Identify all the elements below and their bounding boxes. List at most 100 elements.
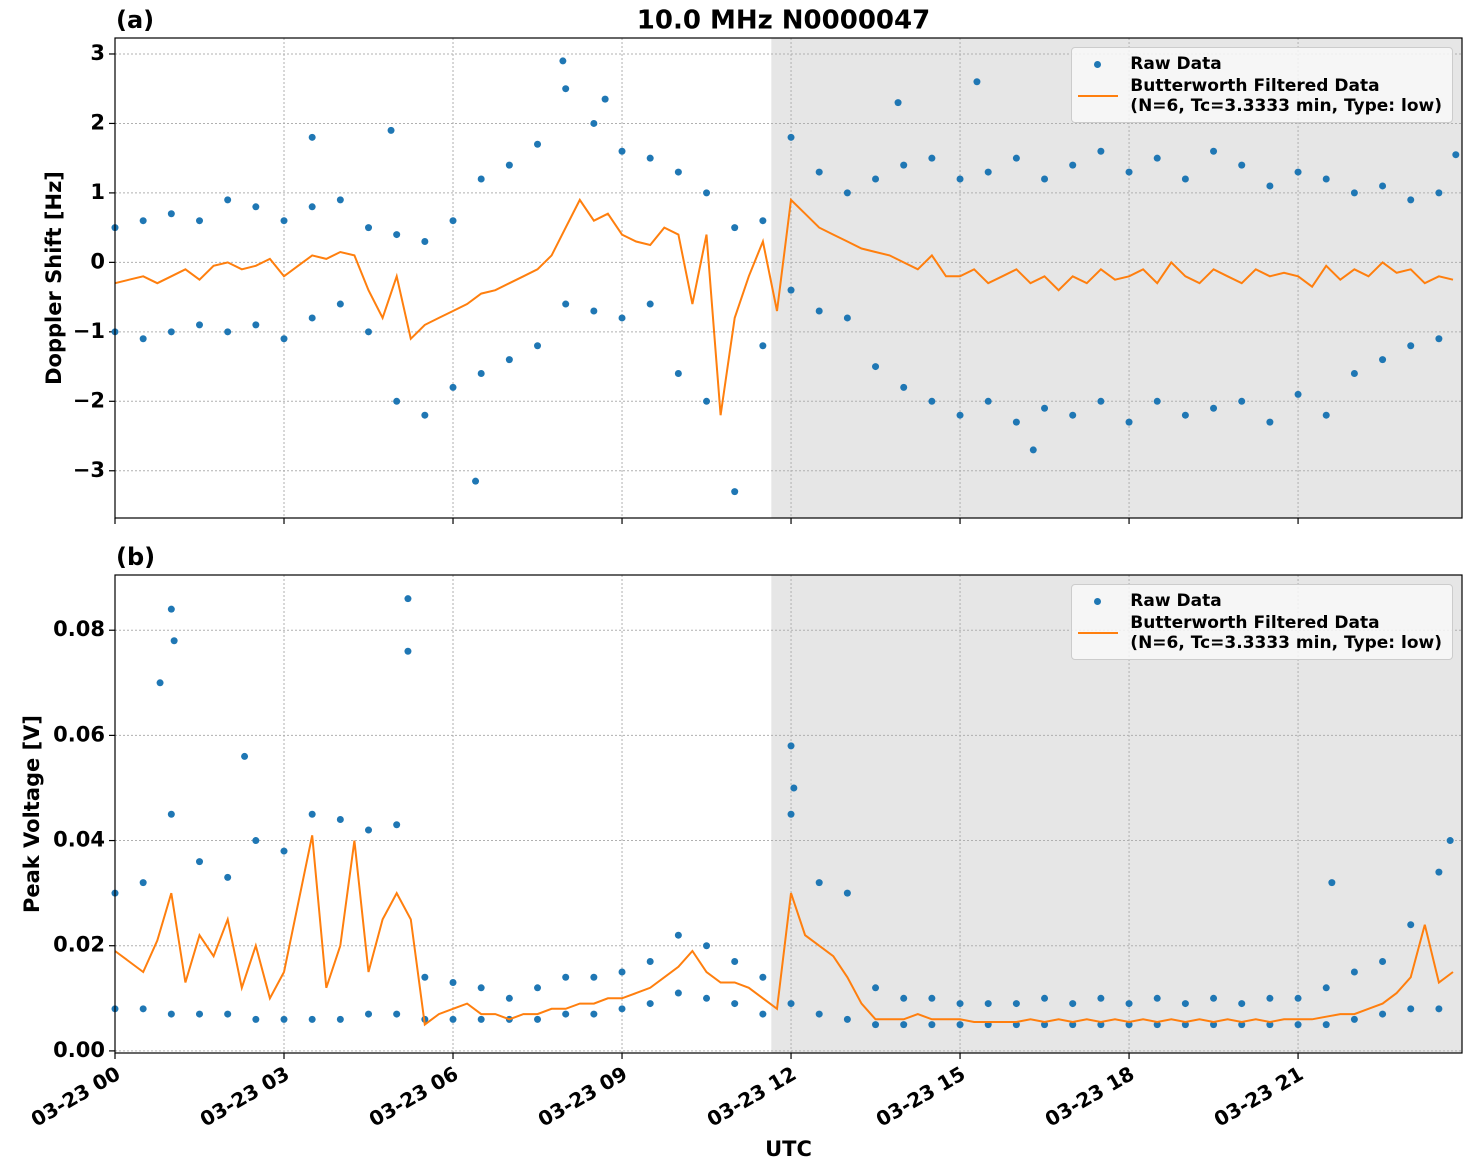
raw-point <box>280 217 288 225</box>
raw-point <box>900 383 908 391</box>
raw-point <box>1210 994 1218 1002</box>
chart-title: 10.0 MHz N0000047 <box>637 6 930 36</box>
legend-label: Butterworth Filtered Data (N=6, Tc=3.333… <box>1130 76 1442 116</box>
raw-point <box>1125 1000 1133 1008</box>
raw-point <box>449 217 457 225</box>
raw-point <box>336 816 344 824</box>
raw-point <box>1210 1021 1218 1029</box>
raw-point <box>336 196 344 204</box>
raw-point <box>1181 1000 1189 1008</box>
y-tick-label: −3 <box>73 458 105 482</box>
x-tick-label: 03-23 00 <box>27 1061 125 1131</box>
plot-frame <box>114 574 1463 1054</box>
raw-point <box>1238 1021 1246 1029</box>
raw-point <box>1350 1015 1358 1023</box>
raw-point <box>956 175 964 183</box>
raw-point <box>365 1010 373 1018</box>
raw-point <box>1125 168 1133 176</box>
raw-point <box>1041 404 1049 412</box>
legend-label: Raw Data <box>1130 54 1222 74</box>
raw-point <box>590 119 598 127</box>
raw-point <box>196 321 204 329</box>
raw-point <box>703 994 711 1002</box>
raw-point <box>703 942 711 950</box>
raw-point <box>167 605 175 613</box>
y-tick-label: 0.06 <box>53 722 105 746</box>
raw-point <box>731 488 739 496</box>
raw-point <box>1446 837 1454 845</box>
raw-point <box>759 973 767 981</box>
raw-point <box>167 328 175 336</box>
legend-dot <box>1094 61 1102 68</box>
raw-point <box>1294 390 1302 398</box>
legend-label: Raw Data <box>1130 591 1222 611</box>
raw-point <box>1181 411 1189 419</box>
raw-point <box>815 879 823 887</box>
raw-point <box>393 397 401 405</box>
raw-point <box>787 286 795 294</box>
raw-point <box>534 342 542 350</box>
legend-item: Raw Data <box>1078 591 1442 611</box>
raw-point <box>562 300 570 308</box>
raw-point <box>1069 1000 1077 1008</box>
raw-point <box>1238 397 1246 405</box>
raw-point <box>308 810 316 818</box>
raw-point <box>167 210 175 218</box>
raw-point <box>815 1010 823 1018</box>
x-tick-label: 03-23 21 <box>1210 1061 1308 1131</box>
raw-point <box>1407 342 1415 350</box>
raw-point <box>1266 182 1274 190</box>
raw-point <box>224 196 232 204</box>
raw-point <box>252 321 260 329</box>
raw-point <box>1069 161 1077 169</box>
raw-point <box>505 356 513 364</box>
raw-point <box>196 1010 204 1018</box>
raw-point <box>1350 370 1358 378</box>
raw-point <box>308 1015 316 1023</box>
raw-point <box>1350 968 1358 976</box>
y-tick-label: 0 <box>90 249 105 273</box>
raw-point <box>393 1010 401 1018</box>
x-tick-label: 03-23 18 <box>1041 1061 1139 1131</box>
raw-point <box>534 984 542 992</box>
raw-point <box>1266 418 1274 426</box>
legend-item: Butterworth Filtered Data (N=6, Tc=3.333… <box>1078 613 1442 653</box>
raw-point <box>1069 1021 1077 1029</box>
raw-point <box>1322 175 1330 183</box>
y-tick-label: −2 <box>73 388 105 412</box>
raw-point <box>1435 335 1443 343</box>
raw-point <box>252 1015 260 1023</box>
legend-key <box>1078 591 1118 611</box>
plot-frame <box>114 37 1463 519</box>
y-tick-label: 3 <box>90 41 105 65</box>
raw-point <box>618 314 626 322</box>
raw-point <box>1210 147 1218 155</box>
raw-point <box>900 994 908 1002</box>
raw-point <box>336 300 344 308</box>
raw-point <box>1238 1000 1246 1008</box>
raw-point <box>928 397 936 405</box>
raw-point <box>404 647 412 655</box>
raw-point <box>1294 1021 1302 1029</box>
raw-point <box>872 363 880 371</box>
raw-point <box>280 1015 288 1023</box>
raw-point <box>872 984 880 992</box>
raw-point <box>956 1000 964 1008</box>
y-axis-label: Doppler Shift [Hz] <box>42 171 66 385</box>
raw-point <box>928 1021 936 1029</box>
raw-point <box>674 370 682 378</box>
raw-point <box>139 1005 147 1013</box>
y-tick-label: −1 <box>73 319 105 343</box>
raw-point <box>477 175 485 183</box>
raw-point <box>449 383 457 391</box>
raw-point <box>1379 1010 1387 1018</box>
raw-point <box>590 1010 598 1018</box>
y-axis-label: Peak Voltage [V] <box>20 715 44 913</box>
raw-point <box>674 989 682 997</box>
y-tick-label: 0.08 <box>53 617 105 641</box>
raw-point <box>1097 397 1105 405</box>
raw-point <box>973 78 981 86</box>
legend-item: Raw Data <box>1078 54 1442 74</box>
raw-point <box>139 879 147 887</box>
raw-point <box>1407 196 1415 204</box>
